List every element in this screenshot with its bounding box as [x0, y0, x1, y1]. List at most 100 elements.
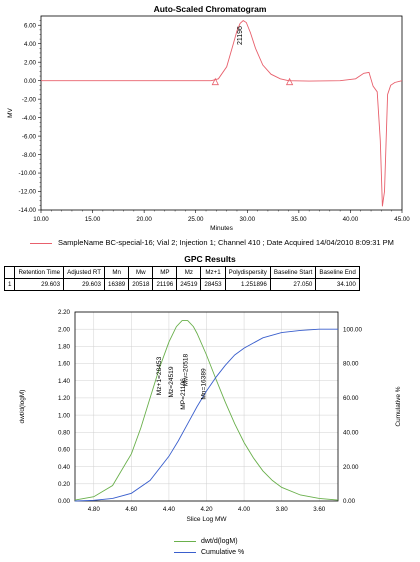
x-tick-label: 25.00 [188, 216, 204, 223]
gpc-header-cell: Mw [128, 266, 154, 279]
y-tick-label: 0.00 [24, 78, 37, 85]
gpc-header-cell: Mn [104, 266, 130, 279]
gpc-cell: 16389 [104, 278, 130, 291]
gpc-header-cell: Baseline Start [269, 266, 317, 279]
y-tick-label: -10.00 [18, 170, 36, 177]
x-tick-label: 4.60 [125, 506, 138, 513]
mw-annotation: Mw=20518 [182, 353, 189, 386]
left-y-tick-label: 0.00 [58, 498, 71, 505]
gpc-cell: 29.603 [63, 278, 106, 291]
chromatogram-x-axis-label: Minutes [210, 225, 234, 232]
mwd-legend-cumulative: Cumulative % [174, 549, 244, 556]
x-tick-label: 3.60 [313, 506, 326, 513]
chromatogram-trace [41, 20, 403, 207]
peak-label: 21196 [237, 26, 244, 45]
mwd-right-axis-label: Cumulative % [395, 386, 402, 426]
gpc-cell: 20518 [128, 278, 154, 291]
x-tick-label: 4.00 [238, 506, 251, 513]
y-tick-label: 6.00 [24, 22, 37, 29]
x-tick-label: 15.00 [85, 216, 101, 223]
gpc-header-cell: Mz+1 [200, 266, 226, 279]
legend-line-swatch [174, 540, 196, 542]
x-tick-label: 10.00 [33, 216, 49, 223]
gpc-cell: 28453 [200, 278, 226, 291]
legend-line-swatch [174, 551, 196, 553]
chromatogram-title: Auto-Scaled Chromatogram [153, 4, 267, 14]
mwd-plot-frame [74, 311, 339, 502]
gpc-cell: 27.050 [269, 278, 317, 291]
left-y-tick-label: 2.00 [58, 326, 71, 333]
x-tick-label: 3.80 [276, 506, 289, 513]
gpc-header-cell: Retention Time [14, 266, 65, 279]
y-tick-label: -8.00 [22, 152, 37, 159]
right-y-tick-label: 40.00 [343, 429, 359, 436]
chromatogram-chart: 6.00 4.00 2.00 0.00 -2.00 -4.00 -6.00 -8.00 -10.… [7, 15, 410, 232]
left-y-tick-label: 1.20 [58, 395, 71, 402]
y-tick-label: 2.00 [24, 59, 37, 66]
gpc-header-cell: Polydispersity [224, 266, 271, 279]
gpc-header-cell [3, 266, 16, 279]
dwt-curve [74, 320, 339, 501]
mw-annotation: MP=21196 [180, 378, 187, 410]
y-tick-label: -4.00 [22, 115, 37, 122]
y-tick-label: -6.00 [22, 133, 37, 140]
table-row: 1 29.603 29.603 16389 20518 21196 24519 … [3, 278, 360, 291]
x-tick-label: 30.00 [240, 216, 256, 223]
mwd-x-axis-label: Slice Log MW [186, 516, 227, 523]
gpc-header-row: Retention Time Adjusted RT Mn Mw MP Mz M… [3, 266, 360, 279]
gpc-cell: 21196 [152, 278, 178, 291]
left-y-tick-label: 1.00 [58, 412, 71, 419]
gpc-cell: 34.100 [315, 278, 360, 291]
x-tick-label: 4.20 [200, 506, 213, 513]
chromatogram-plot-frame [40, 15, 403, 211]
y-tick-label: 4.00 [24, 41, 37, 48]
molecular-weight-distribution-chart: 0.00 0.20 0.40 0.60 0.80 1.00 1.20 1.40 1.60 1.80… [19, 309, 402, 523]
left-y-tick-label: 0.80 [58, 429, 71, 436]
gpc-results-table: Retention Time Adjusted RT Mn Mw MP Mz M… [3, 266, 360, 291]
mw-annotation: Mz=24519 [168, 366, 175, 397]
legend-line-swatch [30, 242, 52, 244]
gpc-cell: 1 [3, 278, 16, 291]
y-tick-label: -2.00 [22, 96, 37, 103]
right-y-tick-label: 20.00 [343, 464, 359, 471]
gpc-header-cell: Adjusted RT [63, 266, 106, 279]
right-y-tick-label: 0.00 [343, 498, 356, 505]
mwd-legend-cumulative-label: Cumulative % [201, 549, 245, 556]
gpc-header-cell: Mz [176, 266, 202, 279]
mw-annotation: Mn=16389 [201, 368, 208, 400]
mwd-left-axis-label: dwt/d(logM) [19, 390, 26, 424]
baseline-marker [211, 77, 219, 86]
mw-annotation: Mz+1=28453 [156, 356, 163, 395]
gpc-cell: 1.251896 [224, 278, 271, 291]
gpc-cell: 24519 [176, 278, 202, 291]
left-y-tick-label: 1.60 [58, 361, 71, 368]
left-y-tick-label: 2.20 [58, 309, 71, 316]
baseline-marker [285, 77, 294, 86]
mwd-legend-dwt: dwt/d(logM) [174, 538, 238, 545]
left-y-tick-label: 1.40 [58, 378, 71, 385]
y-tick-label: -14.00 [18, 207, 36, 214]
gpc-header-cell: Baseline End [315, 266, 360, 279]
left-y-tick-label: 0.20 [58, 481, 71, 488]
x-tick-label: 45.00 [394, 216, 410, 223]
mwd-legend-dwt-label: dwt/d(logM) [201, 538, 238, 545]
right-y-tick-label: 80.00 [343, 361, 359, 368]
y-tick-label: -12.00 [18, 189, 36, 196]
gpc-results-title: GPC Results [184, 254, 236, 264]
x-tick-label: 35.00 [291, 216, 307, 223]
gpc-cell: 29.603 [14, 278, 65, 291]
x-tick-label: 20.00 [136, 216, 152, 223]
cumulative-curve [74, 328, 338, 502]
chromatogram-legend-text: SampleName BC-special-16; Vial 2; Inject… [58, 238, 394, 247]
gpc-header-cell: MP [152, 266, 178, 279]
x-tick-label: 40.00 [343, 216, 359, 223]
left-y-tick-label: 0.40 [58, 464, 71, 471]
chromatogram-y-axis-label: MV [7, 107, 14, 117]
chromatogram-legend: SampleName BC-special-16; Vial 2; Inject… [30, 238, 394, 247]
right-y-tick-label: 100.00 [343, 326, 362, 333]
x-tick-label: 4.80 [88, 506, 101, 513]
right-y-tick-label: 60.00 [343, 395, 359, 402]
x-tick-label: 4.40 [163, 506, 176, 513]
left-y-tick-label: 1.80 [58, 344, 71, 351]
left-y-tick-label: 0.60 [58, 447, 71, 454]
